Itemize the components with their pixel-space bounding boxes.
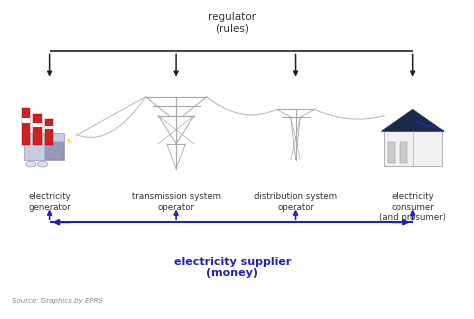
Text: Source: Graphics by EPRS: Source: Graphics by EPRS xyxy=(12,298,103,304)
FancyBboxPatch shape xyxy=(21,118,30,123)
Ellipse shape xyxy=(37,161,48,167)
FancyBboxPatch shape xyxy=(33,123,42,127)
Text: ⚡: ⚡ xyxy=(64,137,72,147)
FancyBboxPatch shape xyxy=(33,114,42,145)
Polygon shape xyxy=(415,120,444,131)
Text: electricity supplier
(money): electricity supplier (money) xyxy=(173,257,291,278)
FancyBboxPatch shape xyxy=(383,131,442,166)
FancyBboxPatch shape xyxy=(24,133,64,160)
FancyBboxPatch shape xyxy=(45,126,54,130)
FancyBboxPatch shape xyxy=(388,142,395,163)
Text: transmission system
operator: transmission system operator xyxy=(132,192,220,212)
Text: electricity
generator: electricity generator xyxy=(28,192,71,212)
Text: electricity
consumer
(and prosumer): electricity consumer (and prosumer) xyxy=(379,192,446,222)
Text: distribution system
operator: distribution system operator xyxy=(254,192,337,212)
FancyBboxPatch shape xyxy=(400,142,407,163)
FancyBboxPatch shape xyxy=(21,108,30,145)
FancyBboxPatch shape xyxy=(45,119,54,145)
Polygon shape xyxy=(381,109,444,131)
Text: regulator
(rules): regulator (rules) xyxy=(208,12,256,34)
FancyBboxPatch shape xyxy=(45,142,64,160)
Ellipse shape xyxy=(26,161,36,167)
